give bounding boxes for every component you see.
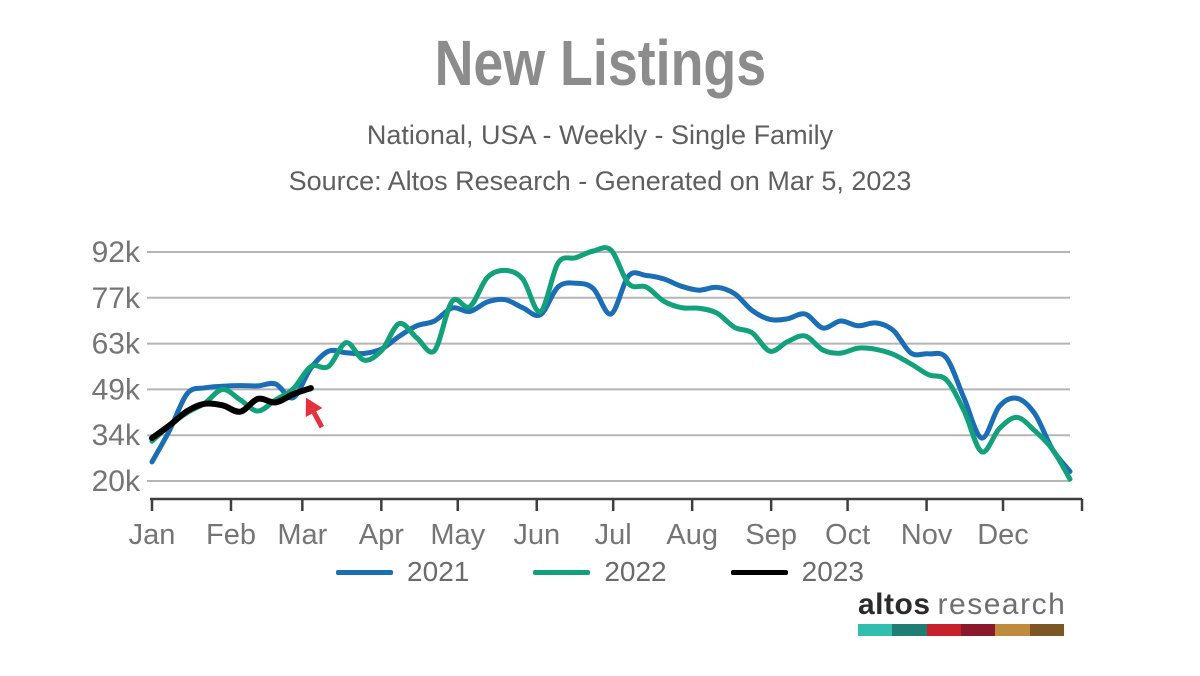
x-tick-label: Apr [359, 519, 404, 550]
legend-label: 2023 [801, 556, 864, 587]
chart-source-line: Source: Altos Research - Generated on Ma… [288, 166, 912, 196]
x-tick-label: Jul [595, 519, 632, 550]
legend: 2021 2022 2023 [0, 556, 1200, 588]
y-tick-label: 63k [92, 328, 141, 361]
brand-bar-segment [1029, 624, 1064, 636]
brand-logo: altos research [858, 588, 1067, 636]
legend-swatch [533, 569, 591, 575]
series-line-2023 [149, 385, 314, 442]
y-axis-labels: 92k 77k 63k 49k 34k 20k [92, 236, 141, 498]
x-tick-label: Jan [129, 519, 176, 550]
legend-label: 2022 [604, 556, 667, 587]
x-tick-label: Jun [513, 519, 560, 550]
brand-bar-segment [960, 624, 996, 636]
series-line-2022 [149, 245, 1073, 482]
x-tick-label: Nov [901, 519, 953, 550]
page-title: New Listings [0, 27, 1200, 99]
x-tick-label: Mar [277, 519, 327, 550]
x-tick-label: Aug [666, 519, 718, 550]
chart-subtitle: National, USA - Weekly - Single Family [366, 120, 834, 150]
x-tick-label: Oct [825, 519, 870, 550]
trend-arrow [305, 397, 325, 429]
brand-bar-segment [995, 624, 1030, 636]
x-axis: Jan Feb Mar Apr May Jun Jul Aug Sep Oct Nov Dec [129, 497, 1084, 551]
legend-swatch [336, 569, 394, 575]
brand-color-bar [858, 624, 1064, 636]
legend-item-2022: 2022 [533, 556, 667, 588]
chart-canvas: 92k 77k 63k 49k 34k 20k Jan Feb Mar Apr May Jun Jul A… [92, 236, 1084, 551]
x-tick-label: Sep [745, 519, 797, 550]
legend-swatch [730, 569, 788, 575]
x-tick-label: May [430, 519, 485, 550]
brand-name-light: research [937, 588, 1067, 621]
y-tick-label: 49k [92, 373, 141, 406]
brand-bar-segment [926, 624, 961, 636]
brand-bar-segment [858, 624, 893, 636]
gridlines [147, 251, 1070, 482]
page-title-text: New Listings [434, 27, 766, 99]
brand-bar-segment [892, 624, 927, 636]
x-tick-label: Dec [977, 519, 1029, 550]
y-tick-label: 92k [92, 236, 141, 269]
legend-item-2021: 2021 [336, 556, 469, 588]
legend-label: 2021 [407, 556, 470, 587]
y-tick-label: 20k [92, 465, 141, 498]
series-line-2021 [149, 270, 1073, 474]
y-tick-label: 77k [92, 282, 141, 315]
x-tick-label: Feb [206, 519, 256, 550]
brand-name: altos research [858, 588, 1067, 621]
legend-item-2023: 2023 [730, 556, 864, 588]
y-tick-label: 34k [92, 419, 141, 452]
brand-name-bold: altos [858, 588, 931, 621]
chart-area: 92k 77k 63k 49k 34k 20k Jan Feb Mar Apr May Jun Jul A… [0, 215, 1200, 551]
